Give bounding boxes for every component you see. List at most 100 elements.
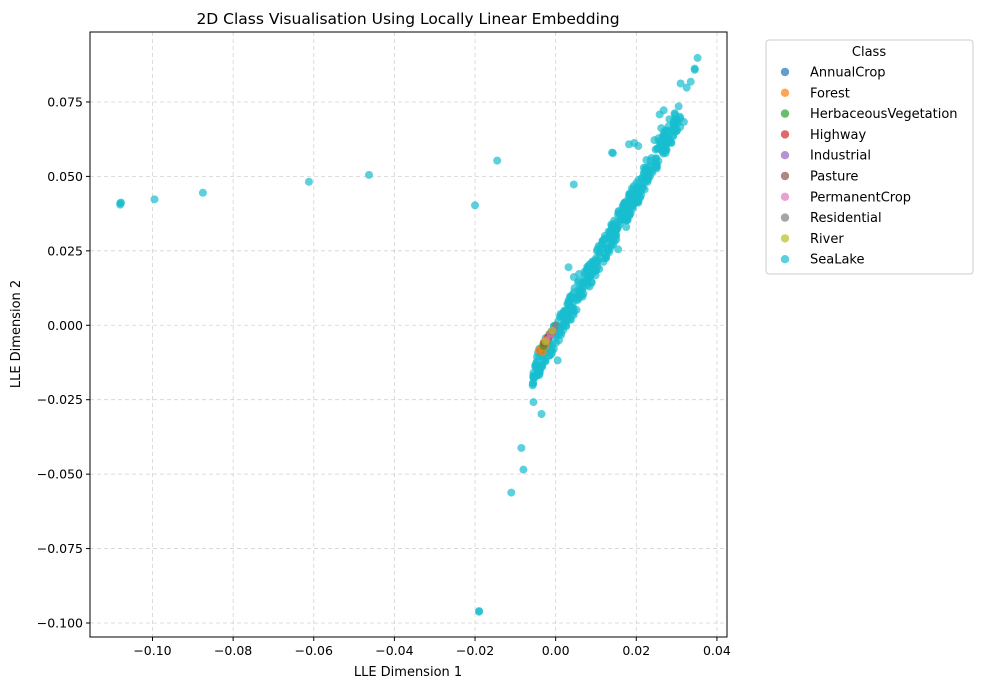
legend-marker-residential [780, 213, 790, 222]
sealake-point [622, 203, 631, 212]
legend-marker-industrial [780, 151, 790, 160]
x-tick-label: −0.04 [375, 643, 413, 658]
sealake-point [304, 177, 313, 186]
sealake-point [634, 198, 643, 207]
sealake-point [596, 242, 605, 251]
sealake-point [589, 264, 598, 273]
sealake-point [682, 83, 691, 92]
scatter-points [116, 53, 702, 616]
sealake-point [579, 289, 588, 298]
sealake-point [663, 139, 672, 148]
legend-marker-forest [780, 88, 790, 98]
y-axis-label: LLE Dimension 2 [9, 280, 24, 388]
sealake-point [651, 145, 660, 154]
sealake-point [612, 224, 621, 233]
legend-label-river: River [810, 232, 844, 247]
sealake-point [507, 488, 516, 497]
sealake-point [626, 209, 635, 218]
grid [90, 32, 727, 637]
legend-marker-permanentcrop [780, 192, 790, 201]
sealake-point [565, 299, 574, 308]
sealake-point [690, 64, 699, 73]
river-point [548, 326, 557, 335]
sealake-point [601, 251, 610, 260]
sealake-point [519, 465, 528, 474]
sealake-point [117, 198, 126, 207]
legend-marker-herbaceousvegetation [780, 109, 790, 118]
sealake-point [528, 381, 537, 390]
y-tick-label: 0.000 [47, 318, 83, 333]
legend-items: AnnualCrop Forest HerbaceousVegetation High… [780, 66, 958, 268]
sealake-point [529, 398, 538, 407]
sealake-point [537, 409, 546, 418]
x-tick-label: −0.06 [295, 643, 333, 658]
x-tick-label: 0.04 [703, 643, 731, 658]
sealake-point [623, 215, 632, 224]
y-axis-ticks: −0.100 −0.075 −0.050 −0.025 0.000 0.025 0.050 0… [37, 94, 90, 631]
sealake-point [150, 195, 159, 204]
sealake-point [560, 318, 569, 327]
x-tick-label: 0.02 [622, 643, 650, 658]
sealake-point [664, 122, 673, 131]
legend-marker-sealake [780, 255, 790, 264]
legend-marker-highway [780, 130, 790, 139]
sealake-point [661, 146, 670, 155]
legend-label-industrial: Industrial [810, 149, 871, 164]
sealake-point [475, 607, 484, 616]
legend-label-forest: Forest [810, 86, 850, 101]
legend-label-herbaceousvegetation: HerbaceousVegetation [810, 107, 958, 122]
sealake-point [535, 371, 544, 380]
legend-label-residential: Residential [810, 211, 882, 226]
sealake-point [599, 257, 608, 266]
sealake-point [610, 216, 619, 225]
y-tick-label: 0.075 [47, 94, 83, 109]
x-tick-label: −0.08 [214, 643, 252, 658]
y-tick-label: −0.075 [37, 541, 83, 556]
sealake-point [635, 181, 644, 190]
legend-label-pasture: Pasture [810, 170, 858, 185]
sealake-point [622, 223, 631, 232]
legend-marker-river [780, 234, 790, 243]
legend-marker-pasture [780, 171, 790, 181]
sealake-point [364, 170, 373, 179]
x-tick-label: 0.00 [542, 643, 570, 658]
sealake-point [670, 127, 679, 136]
sealake-point [674, 102, 683, 111]
sealake-point [569, 180, 578, 189]
legend-label-permanentcrop: PermanentCrop [810, 190, 911, 205]
y-tick-label: 0.050 [47, 169, 83, 184]
y-tick-label: −0.050 [37, 467, 83, 482]
chart-title: 2D Class Visualisation Using Locally Lin… [196, 10, 619, 28]
sealake-point [579, 277, 588, 286]
sealake-point [614, 245, 623, 254]
sealake-point [592, 257, 601, 266]
sealake-point [654, 157, 663, 166]
x-tick-label: −0.02 [456, 643, 494, 658]
legend-frame [765, 39, 974, 275]
sealake-point [673, 118, 682, 127]
sealake-point [548, 347, 557, 356]
forest-point [538, 348, 547, 357]
sealake-point [686, 77, 695, 86]
legend-title: Class [852, 45, 886, 60]
legend-marker-annualcrop [780, 67, 790, 77]
sealake-point [575, 270, 584, 279]
sealake-point [693, 53, 702, 62]
sealake-point [654, 134, 663, 143]
sealake-point [604, 243, 613, 252]
sealake-point [564, 263, 573, 272]
sealake-point [665, 115, 674, 124]
legend-label-annualcrop: AnnualCrop [810, 66, 886, 81]
sealake-point [640, 169, 649, 178]
sealake-point [608, 149, 617, 158]
sealake-point [553, 356, 562, 365]
y-tick-label: −0.100 [37, 616, 83, 631]
x-tick-label: −0.10 [133, 643, 171, 658]
sealake-point [670, 109, 679, 118]
sealake-point [554, 336, 563, 345]
y-tick-label: −0.025 [37, 392, 83, 407]
sealake-point [659, 106, 668, 115]
sealake-point [493, 156, 502, 165]
sealake-point [607, 232, 616, 241]
